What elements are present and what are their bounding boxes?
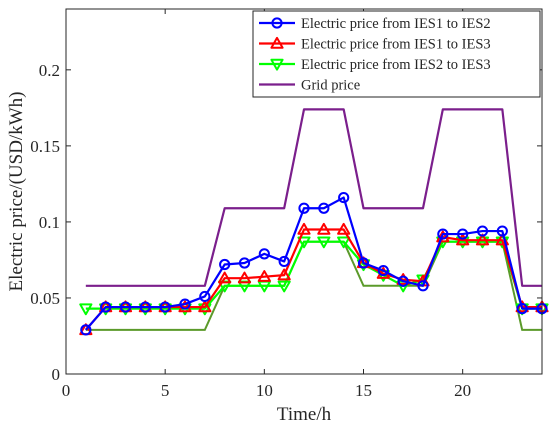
data-point xyxy=(139,301,151,313)
data-point xyxy=(318,202,330,214)
data-point xyxy=(297,222,311,235)
data-point xyxy=(237,271,252,284)
data-point xyxy=(475,233,490,246)
y-tick-label: 0.05 xyxy=(30,289,60,308)
plot-area xyxy=(79,108,549,336)
y-tick-label: 0 xyxy=(52,365,61,384)
legend-marker xyxy=(271,17,283,29)
data-point xyxy=(298,202,310,214)
data-point xyxy=(238,257,251,269)
series-4 xyxy=(85,108,542,287)
y-tick-label: 0.2 xyxy=(39,61,60,80)
data-point xyxy=(476,225,489,237)
data-point xyxy=(475,236,490,249)
data-point xyxy=(337,236,351,249)
x-tick-label: 15 xyxy=(355,381,372,400)
axes-box xyxy=(65,8,543,375)
data-point xyxy=(118,303,133,316)
legend-item: Electric price from IES1 to IES2 xyxy=(259,16,491,32)
x-axis-label: Time/h xyxy=(277,404,332,425)
data-point xyxy=(199,290,211,303)
legend-label: Electric price from IES1 to IES2 xyxy=(301,16,491,32)
legend-label: Electric price from IES2 to IES3 xyxy=(301,57,491,73)
data-point xyxy=(357,257,370,269)
data-point xyxy=(456,233,470,246)
data-point xyxy=(198,300,212,313)
data-point xyxy=(100,301,112,313)
data-point xyxy=(158,303,172,316)
data-point xyxy=(79,303,93,316)
data-point xyxy=(317,236,331,249)
data-point xyxy=(297,236,311,249)
data-point xyxy=(337,222,351,235)
legend: Electric price from IES1 to IES2 Electric… xyxy=(252,10,541,98)
x-tick-label: 0 xyxy=(62,381,71,400)
data-point xyxy=(218,271,232,284)
data-point xyxy=(179,298,191,310)
legend-box xyxy=(252,10,541,98)
data-point xyxy=(138,303,152,316)
legend-label: Electric price from IES1 to IES3 xyxy=(301,37,491,53)
x-tick-label: 5 xyxy=(161,381,170,400)
data-point xyxy=(219,258,231,271)
data-point xyxy=(277,280,291,293)
data-point xyxy=(198,303,212,316)
legend-item: Electric price from IES1 to IES3 xyxy=(259,37,491,53)
data-point xyxy=(516,303,528,315)
data-point xyxy=(278,255,290,268)
data-point xyxy=(377,264,389,277)
y-tick-label: 0.15 xyxy=(30,137,60,156)
x-tick-label: 10 xyxy=(256,381,273,400)
data-point xyxy=(417,280,429,292)
data-point xyxy=(437,228,449,240)
data-point xyxy=(257,270,271,282)
series-line-1 xyxy=(84,196,542,331)
data-point xyxy=(80,324,92,336)
data-point xyxy=(178,300,192,313)
data-point xyxy=(258,248,270,260)
legend-marker xyxy=(270,36,284,49)
data-point xyxy=(277,268,291,281)
data-point xyxy=(317,222,331,235)
data-point xyxy=(456,236,470,249)
data-point xyxy=(397,275,409,287)
legend-label: Grid price xyxy=(301,78,360,94)
x-tick-label: 20 xyxy=(454,381,471,400)
data-point xyxy=(436,230,450,243)
data-point xyxy=(515,300,529,313)
data-point xyxy=(457,228,469,240)
y-tick-label: 0.1 xyxy=(39,213,60,232)
data-point xyxy=(159,301,171,313)
data-point xyxy=(338,191,350,204)
data-point xyxy=(119,301,132,313)
axes: 0 5 10 15 20 0 0.05 0.1 0.15 0.2 xyxy=(30,8,543,400)
legend-item: Electric price from IES2 to IES3 xyxy=(259,57,491,73)
y-axis-label: Electric price/(USD/kWh) xyxy=(6,92,27,292)
legend-item: Grid price xyxy=(259,78,360,94)
series-line-4 xyxy=(85,108,542,287)
legend-marker xyxy=(270,58,284,71)
data-point xyxy=(496,225,508,237)
